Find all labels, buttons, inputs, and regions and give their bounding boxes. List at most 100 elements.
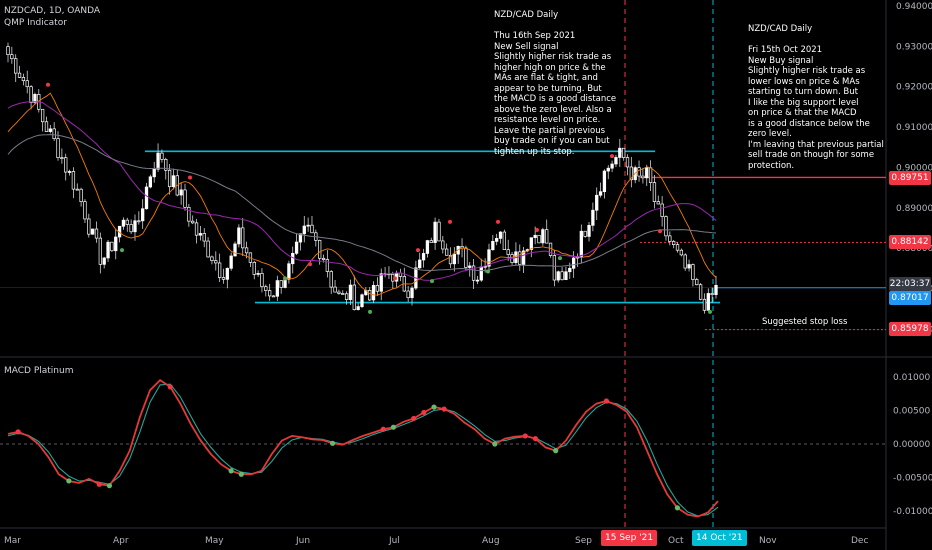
indicator-legend[interactable]: QMP Indicator (4, 18, 67, 28)
candle-body (341, 293, 345, 295)
candle-body (479, 266, 483, 281)
time-tick-label: May (205, 536, 224, 546)
time-tick-label: Apr (113, 536, 129, 546)
macd-tick-label: 0.00500 (893, 406, 930, 416)
candle-body (495, 238, 499, 242)
candle-body (329, 271, 333, 288)
annotation-buy-note: NZD/CAD Daily Fri 15th Oct 2021 New Buy … (748, 24, 884, 171)
candle-body (141, 208, 145, 222)
macd-sell-dot (380, 426, 386, 432)
candle-body (437, 221, 441, 242)
buy-dot (558, 256, 562, 261)
price-tick-label: 0.90000 (896, 163, 932, 173)
ma-slow-line (7, 134, 717, 272)
candle-body (56, 138, 60, 158)
candle-body (279, 280, 283, 288)
macd-buy-dot (390, 424, 397, 430)
symbol-legend[interactable]: NZDCAD, 1D, OANDA (4, 6, 101, 16)
candle-body (206, 240, 210, 258)
macd-buy-dot (238, 471, 244, 477)
candle-body (148, 176, 153, 188)
candle-body (202, 233, 206, 242)
candle-body (614, 157, 618, 165)
candle-body (79, 188, 83, 203)
macd-sell-dot (522, 433, 528, 439)
candle-body (714, 285, 718, 295)
sell-dot (535, 227, 539, 232)
candle-body (464, 247, 468, 268)
buy-dot (283, 276, 287, 281)
candle-body (98, 237, 102, 265)
time-tick-label: Jul (388, 536, 400, 546)
candle-body (121, 219, 126, 227)
macd-buy-dot (674, 505, 681, 511)
candle-body (137, 220, 141, 223)
time-tick-label: Jun (295, 536, 310, 546)
buy-dot (368, 309, 372, 314)
time-tick-label: Mar (4, 536, 21, 546)
candle-body (298, 233, 303, 243)
candle-body (656, 201, 660, 205)
macd-buy-dot (66, 478, 72, 484)
candle-body (229, 255, 233, 269)
candle-body (87, 218, 91, 235)
macd-sell-dot (96, 481, 102, 487)
macd-sell-dot (15, 429, 21, 435)
candle-body (60, 157, 64, 159)
candle-body (179, 189, 183, 196)
candle-body (114, 236, 118, 252)
candle-body (498, 231, 503, 239)
candle-body (502, 231, 507, 251)
candle-body (252, 261, 256, 275)
candle-body (587, 224, 591, 237)
time-tag-buy: 14 Oct '21 (692, 530, 747, 546)
macd-sell-dot (421, 409, 427, 416)
macd-tick-label: -0.00500 (893, 474, 932, 484)
sell-dot (46, 82, 50, 87)
macd-buy-dot (228, 468, 234, 474)
candle-body (360, 294, 364, 307)
candle-body (706, 293, 710, 311)
candle-body (629, 166, 633, 181)
candle-body (552, 255, 557, 281)
candle-body (683, 254, 687, 269)
candle-body (164, 159, 168, 171)
candle-body (91, 228, 95, 235)
macd-legend[interactable]: MACD Platinum (4, 366, 74, 376)
candle-body (75, 188, 79, 191)
price-tag-stop: 0.85978 (889, 322, 931, 336)
macd-tick-label: 0.00000 (893, 440, 930, 450)
candle-body (698, 284, 703, 300)
candle-body (487, 249, 491, 267)
candle-body (583, 230, 587, 237)
candle-body (21, 77, 26, 82)
candle-body (321, 257, 326, 260)
candle-body (344, 293, 349, 300)
candle-body (468, 265, 472, 268)
candle-body (25, 80, 29, 88)
candle-body (622, 147, 626, 158)
price-tick-label: 0.89000 (896, 204, 932, 214)
sell-dot (188, 175, 192, 180)
candle-body (167, 169, 172, 188)
candle-body (221, 277, 226, 280)
candle-body (283, 278, 287, 288)
price-tick-label: 0.93000 (896, 42, 932, 52)
candle-body (491, 240, 495, 251)
candle-body (672, 241, 676, 245)
macd-signal-line (7, 383, 719, 517)
candle-body (241, 227, 245, 249)
candle-body (44, 121, 49, 132)
candle-body (217, 262, 222, 278)
candle-body (471, 265, 476, 281)
sell-dot (496, 219, 500, 224)
candle-body (256, 273, 260, 275)
macd-sell-dot (167, 384, 173, 390)
buy-dot (486, 269, 490, 274)
sell-dot (658, 229, 662, 234)
candle-body (606, 167, 610, 172)
sell-dot (393, 276, 397, 281)
candle-body (94, 228, 99, 239)
time-tick-label: Oct (668, 536, 684, 546)
